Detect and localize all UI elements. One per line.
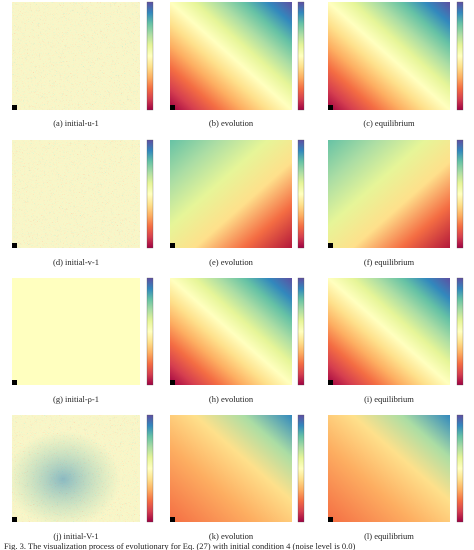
panel-caption: (b) evolution [209, 118, 254, 128]
panel-caption: (e) evolution [209, 257, 253, 267]
colorbar [146, 414, 154, 523]
origin-marker [328, 243, 333, 248]
origin-marker [328, 380, 333, 385]
heatmap [12, 140, 140, 248]
colorbar [146, 277, 154, 386]
colorbar [297, 277, 305, 386]
panel-caption: (h) evolution [209, 394, 254, 404]
heatmap [170, 278, 292, 385]
origin-marker [328, 105, 333, 110]
heatmap [328, 140, 450, 248]
colorbar [297, 1, 305, 111]
panel-caption: (d) initial-v-1 [53, 257, 99, 267]
origin-marker [12, 105, 17, 110]
origin-marker [170, 517, 175, 522]
colorbar [456, 1, 464, 111]
origin-marker [12, 380, 17, 385]
heatmap [328, 2, 450, 110]
origin-marker [170, 380, 175, 385]
heatmap-overlay [12, 415, 140, 522]
panel-caption: (k) evolution [209, 531, 254, 541]
heatmap [12, 2, 140, 110]
panel-caption: (g) initial-ρ-1 [53, 394, 99, 404]
panel-caption: (f) equilibrium [364, 257, 415, 267]
heatmap [170, 140, 292, 248]
heatmap [12, 278, 140, 385]
colorbar [297, 139, 305, 249]
origin-marker [12, 517, 17, 522]
colorbar [297, 414, 305, 523]
panel-caption: (l) equilibrium [364, 531, 414, 541]
colorbar [456, 139, 464, 249]
origin-marker [170, 105, 175, 110]
heatmap [328, 278, 450, 385]
panel-caption: (i) equilibrium [364, 394, 414, 404]
heatmap [328, 415, 450, 522]
panel-caption: (j) initial-V-1 [53, 531, 98, 541]
colorbar [146, 139, 154, 249]
panel-caption: (a) initial-u-1 [53, 118, 99, 128]
panel-caption: (c) equilibrium [363, 118, 415, 128]
heatmap [170, 2, 292, 110]
colorbar [456, 414, 464, 523]
origin-marker [328, 517, 333, 522]
colorbar [146, 1, 154, 111]
origin-marker [12, 243, 17, 248]
heatmap [170, 415, 292, 522]
origin-marker [170, 243, 175, 248]
figure-caption: Fig. 3. The visualization process of evo… [4, 541, 356, 550]
colorbar [456, 277, 464, 386]
